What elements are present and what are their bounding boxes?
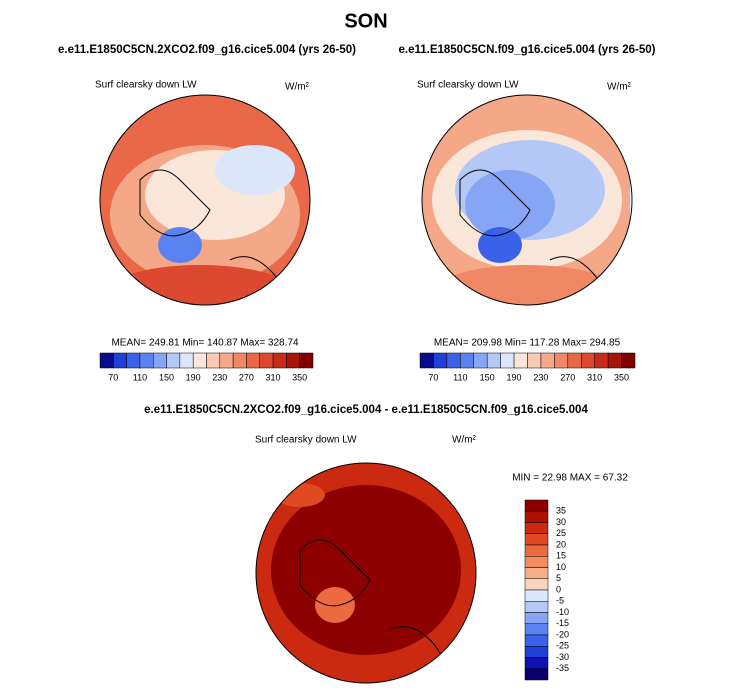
colorbar-box	[524, 544, 549, 557]
colorbar-box	[286, 352, 300, 369]
map-border	[421, 94, 633, 306]
colorbar-box	[139, 352, 154, 369]
colorbar-box	[166, 352, 181, 369]
colorbar-box	[99, 352, 114, 369]
colorbar-label: 70	[108, 372, 118, 382]
colorbar-box	[126, 352, 141, 369]
colorbar-box	[524, 623, 549, 636]
stats: MEAN= 249.81 Min= 140.87 Max= 328.74	[111, 338, 299, 349]
colorbar-label: 70	[428, 372, 438, 382]
colorbar-label: 270	[239, 372, 254, 382]
colorbar-box	[524, 567, 549, 579]
colorbar-box	[433, 352, 448, 369]
colorbar-box	[259, 352, 274, 369]
colorbar-box	[513, 352, 528, 369]
colorbar-label: 310	[266, 372, 281, 382]
colorbar-box	[524, 578, 549, 591]
panel-header: e.e11.E1850C5CN.f09_g16.cice5.004 (yrs 2…	[398, 44, 655, 56]
map-border	[255, 462, 477, 684]
colorbar-box	[179, 352, 194, 369]
colorbar-label: -20	[556, 629, 569, 639]
colorbar-label: 350	[292, 372, 307, 382]
colorbar-box	[299, 352, 314, 369]
colorbar-box	[567, 352, 582, 369]
colorbar-box	[460, 352, 474, 369]
colorbar-label: 150	[159, 372, 174, 382]
colorbar-box	[524, 634, 549, 647]
colorbar-box	[419, 352, 434, 369]
colorbar-label: -15	[556, 618, 569, 628]
units: W/m²	[452, 435, 477, 446]
colorbar-box	[524, 601, 549, 613]
colorbar-box	[219, 352, 234, 369]
panel-header: e.e11.E1850C5CN.2XCO2.f09_g16.cice5.004 …	[58, 44, 356, 56]
colorbar-box	[446, 352, 461, 369]
colorbar-label: 230	[533, 372, 548, 382]
colorbar-label: 150	[480, 372, 495, 382]
diff-header: e.e11.E1850C5CN.2XCO2.f09_g16.cice5.004 …	[144, 404, 588, 416]
colorbar-label: 190	[507, 372, 522, 382]
colorbar-box	[153, 352, 167, 369]
colorbar-label: -10	[556, 607, 569, 617]
colorbar-box	[524, 612, 549, 624]
colorbar-box	[540, 352, 555, 369]
field-label: Surf clearsky down LW	[255, 435, 357, 446]
map	[422, 95, 630, 305]
colorbar-label: -30	[556, 652, 569, 662]
map-border	[99, 94, 311, 306]
colorbar-box	[246, 352, 260, 369]
colorbar-box	[524, 668, 549, 681]
map	[100, 95, 310, 305]
colorbar-label: -25	[556, 641, 569, 651]
colorbar-label: 110	[133, 372, 147, 382]
colorbar-box	[607, 352, 622, 369]
colorbar-label: 190	[186, 372, 201, 382]
colorbar-label: 15	[556, 551, 566, 561]
colorbar-label: -35	[556, 663, 569, 673]
colorbar-label: -5	[556, 596, 564, 606]
colorbar-box	[206, 352, 221, 369]
colorbar-label: 30	[556, 517, 566, 527]
colorbar-box	[581, 352, 595, 369]
units: W/m²	[285, 82, 310, 93]
colorbar-box	[232, 352, 247, 369]
colorbar-box	[524, 657, 549, 669]
colorbar-label: 110	[453, 372, 467, 382]
colorbar-box	[192, 352, 207, 369]
map	[256, 463, 476, 683]
colorbar-label: 230	[212, 372, 227, 382]
colorbar-label: 270	[560, 372, 575, 382]
colorbar-box	[272, 352, 287, 369]
colorbar-box	[594, 352, 609, 369]
colorbar-box	[473, 352, 488, 369]
colorbar-label: 5	[556, 573, 561, 583]
colorbar-label: 10	[556, 562, 566, 572]
colorbar-label: 25	[556, 528, 566, 538]
title: SON	[344, 10, 387, 32]
colorbar-box	[524, 533, 549, 546]
colorbar-box	[524, 499, 549, 512]
colorbar-box	[486, 352, 501, 369]
colorbar-label: 350	[614, 372, 629, 382]
colorbar-box	[554, 352, 569, 369]
stats: MEAN= 209.98 Min= 117.28 Max= 294.85	[434, 338, 621, 349]
colorbar-box	[524, 511, 549, 523]
colorbar-box	[524, 522, 549, 534]
colorbar-label: 20	[556, 539, 566, 549]
units: W/m²	[607, 82, 632, 93]
colorbar-box	[527, 352, 542, 369]
colorbar-box	[500, 352, 515, 369]
colorbar-box	[524, 646, 549, 658]
field-label: Surf clearsky down LW	[417, 80, 519, 91]
colorbar-label: 35	[556, 506, 566, 516]
field-label: Surf clearsky down LW	[95, 80, 197, 91]
colorbar-box	[113, 352, 127, 369]
colorbar-label: 310	[587, 372, 602, 382]
stats: MIN = 22.98 MAX = 67.32	[512, 473, 628, 484]
colorbar-box	[524, 556, 549, 568]
colorbar-box	[524, 589, 549, 602]
colorbar-box	[621, 352, 636, 369]
colorbar-label: 0	[556, 584, 561, 594]
